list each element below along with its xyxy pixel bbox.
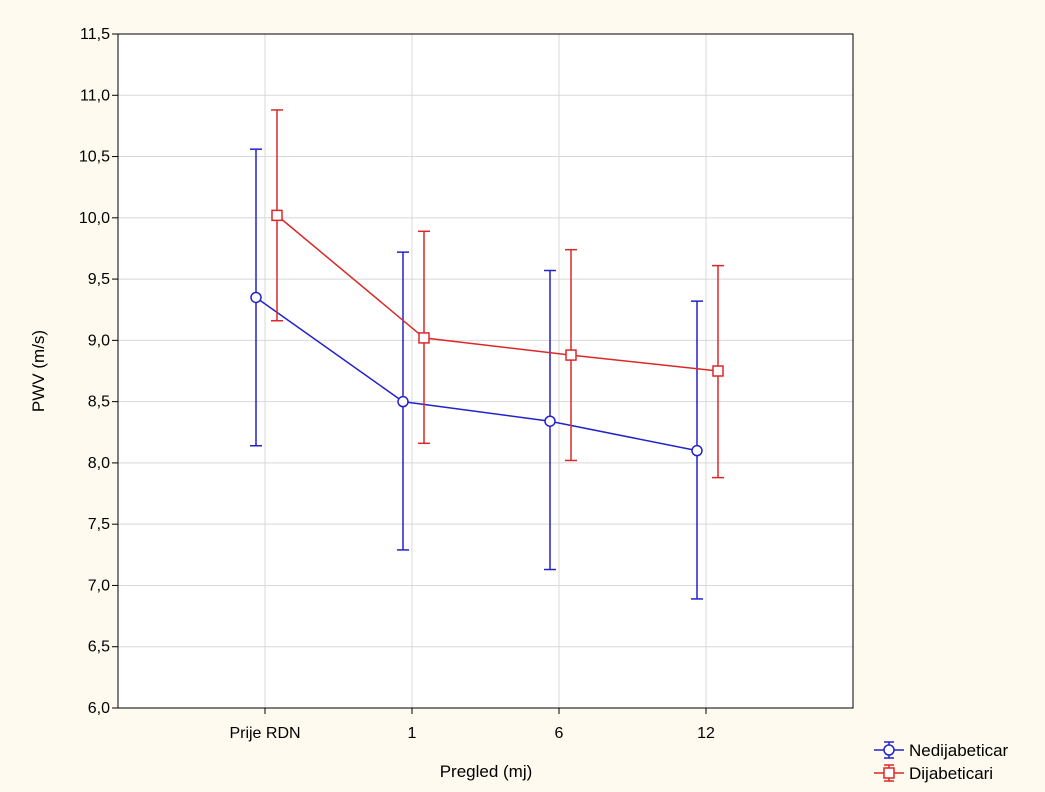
x-axis-title: Pregled (mj) [440,762,533,781]
series-nedijabeticar [250,148,703,600]
y-axis-title: PWV (m/s) [29,330,48,412]
legend-marker [883,767,895,779]
data-point [712,365,724,377]
x-tick-label: 12 [697,725,715,742]
y-tick-label: 8,0 [88,455,110,472]
plot-area [118,34,853,708]
y-tick-label: 10,5 [79,149,110,166]
y-tick-label: 10,0 [79,210,110,227]
series-line [255,296,698,452]
legend-label: Dijabeticari [909,764,993,783]
y-tick-label: 6,5 [88,639,110,656]
x-tick-label: Prije RDN [229,725,300,742]
data-point [565,349,577,361]
data-point [418,332,430,344]
data-point [691,444,703,457]
legend-label: Nedijabeticar [909,741,1009,760]
y-tick-label: 9,5 [88,271,110,288]
plot-frame [117,33,854,709]
legend-item-nedijabeticar: Nedijabeticar [874,741,1009,760]
legend-marker [883,744,895,756]
y-tick-label: 7,5 [88,516,110,533]
y-tick-label: 7,0 [88,577,110,594]
x-tick-label: 1 [408,725,417,742]
y-tick-label: 11,0 [80,87,110,104]
series-line [276,214,719,372]
data-point [397,395,409,408]
legend-item-dijabeticari: Dijabeticari [874,764,993,783]
data-point [544,415,556,427]
y-tick-label: 11,5 [80,26,110,43]
y-axis: 6,0 6,5 7,0 7,5 8,0 8,5 9,0 9,5 10,0 10,5 11,0 11,5 [79,26,118,717]
legend: Nedijabeticar Dijabeticari [874,741,1009,783]
data-point [250,291,262,304]
series-layer [250,109,724,600]
y-tick-label: 6,0 [88,700,110,717]
x-axis: Prije RDN 1 6 12 [229,708,715,742]
y-tick-label: 9,0 [88,332,110,349]
data-point [271,209,283,222]
x-tick-label: 6 [555,725,564,742]
series-dijabeticari [271,109,724,479]
y-tick-label: 8,5 [88,394,110,411]
